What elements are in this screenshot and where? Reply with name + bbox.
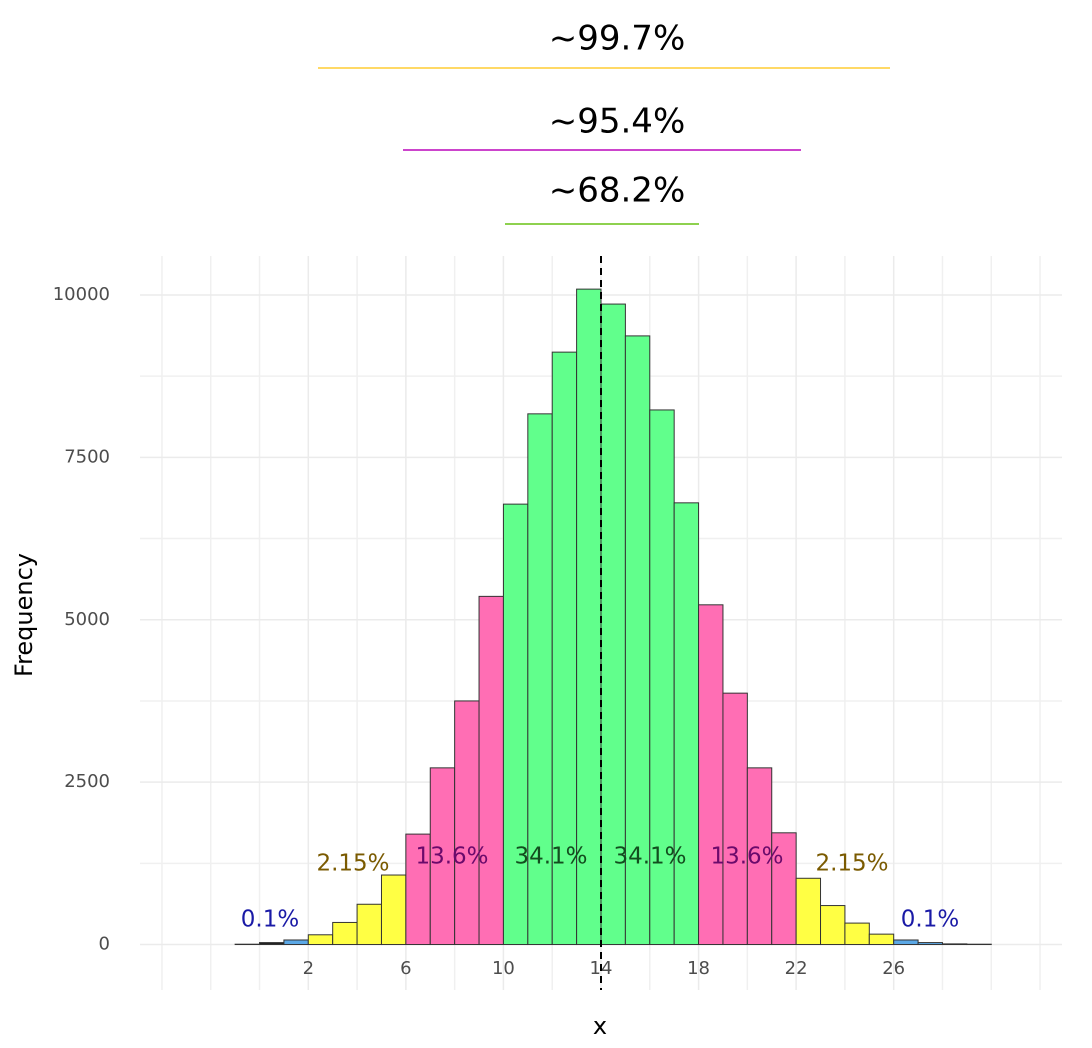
y-tick-label: 10000: [53, 284, 110, 305]
y-axis-title: Frequency: [10, 553, 38, 677]
bar: [405, 833, 431, 946]
range-label: ~99.7%: [549, 19, 686, 59]
percent-label: 0.1%: [901, 907, 959, 933]
bar: [698, 604, 724, 946]
y-tick-label: 7500: [64, 446, 110, 467]
percent-label: 13.6%: [710, 844, 783, 870]
bar: [283, 939, 309, 946]
bar: [771, 832, 797, 946]
x-tick-label: 2: [303, 958, 314, 979]
bar: [454, 700, 480, 946]
x-tick-label: 22: [785, 958, 808, 979]
bar: [502, 503, 529, 946]
bar: [820, 905, 846, 946]
bar: [722, 692, 748, 946]
range-label: ~95.4%: [549, 102, 686, 142]
bar: [746, 767, 773, 946]
bar: [795, 877, 822, 946]
bar: [551, 351, 578, 946]
percent-label: 0.1%: [241, 907, 299, 933]
percent-label: 2.15%: [815, 851, 888, 877]
bar: [478, 595, 504, 946]
bar: [673, 502, 700, 946]
bar: [917, 942, 943, 946]
bar: [332, 921, 358, 946]
bar: [624, 335, 651, 946]
percent-label: 2.15%: [316, 851, 389, 877]
bar: [941, 943, 968, 946]
bar: [893, 939, 919, 946]
x-tick-label: 26: [882, 958, 905, 979]
bar: [429, 767, 456, 946]
range-label: ~68.2%: [549, 171, 686, 211]
x-tick-label: 6: [400, 958, 411, 979]
percent-label: 34.1%: [514, 844, 587, 870]
y-tick-label: 5000: [64, 609, 110, 630]
bar: [649, 409, 675, 946]
x-axis-title: x: [593, 1012, 607, 1040]
percent-label: 34.1%: [613, 844, 686, 870]
bar: [356, 903, 382, 946]
x-tick-label: 10: [492, 958, 515, 979]
bar: [844, 922, 870, 946]
bar: [527, 413, 553, 946]
x-tick-label: 18: [687, 958, 710, 979]
bar: [868, 933, 895, 946]
bar: [259, 942, 285, 946]
y-tick-label: 2500: [64, 771, 110, 792]
bar: [307, 934, 334, 946]
percent-label: 13.6%: [415, 844, 488, 870]
bar: [600, 303, 626, 946]
y-tick-label: 0: [99, 934, 110, 955]
bar: [380, 874, 407, 946]
